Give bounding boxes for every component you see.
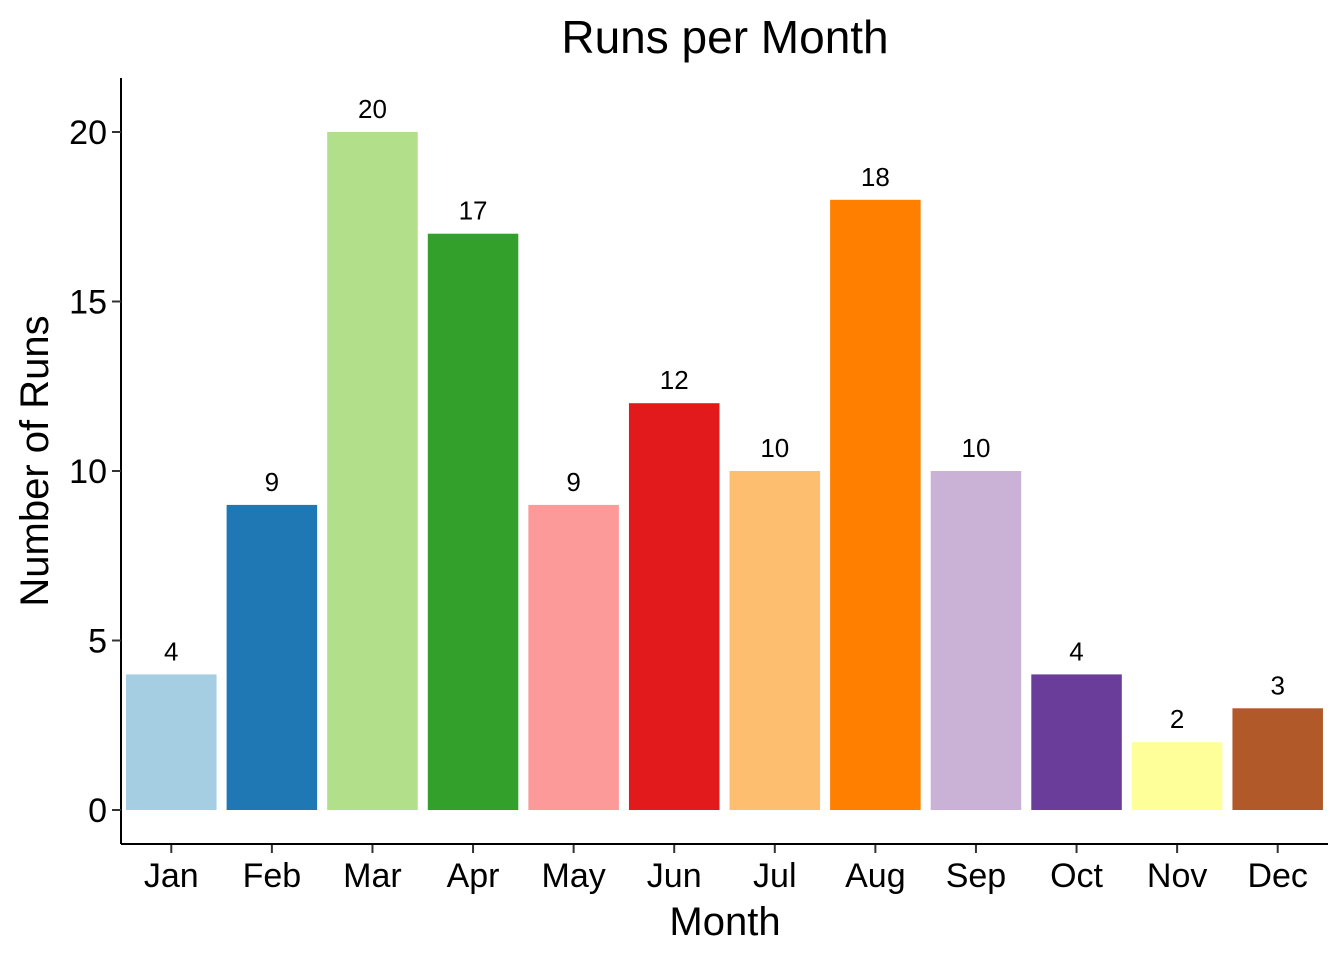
bar-feb	[226, 504, 318, 810]
y-axis: 0 5 10 15 20	[69, 78, 122, 844]
x-tick-label-may: May	[542, 857, 606, 895]
x-tick-label-oct: Oct	[1050, 857, 1103, 895]
x-tick-label-jun: Jun	[647, 857, 702, 895]
y-tick-label-5: 5	[88, 623, 107, 661]
data-labels-group: 4 9 20 17 9 12 10 18 10 4 2 3	[164, 94, 1285, 734]
bar-oct	[1031, 674, 1122, 810]
x-axis: Jan Feb Mar Apr May Jun Jul Aug Sep Oct Nov Dec	[121, 843, 1328, 895]
data-label-jan: 4	[164, 636, 178, 666]
y-tick-label-15: 15	[69, 284, 107, 322]
data-label-jul: 10	[760, 433, 789, 463]
bar-dec	[1232, 708, 1323, 810]
bar-jan	[126, 674, 217, 810]
x-tick-label-jan: Jan	[144, 857, 199, 895]
y-tick-label-10: 10	[69, 453, 107, 491]
bar-mar	[327, 132, 418, 810]
x-axis-title: Month	[669, 900, 780, 944]
x-tick-label-apr: Apr	[447, 857, 500, 895]
data-label-feb: 9	[265, 467, 279, 497]
data-label-sep: 10	[961, 433, 990, 463]
y-tick-label-0: 0	[88, 792, 107, 830]
data-label-may: 9	[566, 467, 580, 497]
bar-may	[528, 504, 619, 810]
x-tick-label-feb: Feb	[243, 857, 302, 895]
bars-group	[126, 132, 1323, 811]
x-tick-label-aug: Aug	[845, 857, 906, 895]
x-tick-label-dec: Dec	[1247, 857, 1307, 895]
data-label-mar: 20	[358, 94, 387, 124]
data-label-apr: 17	[459, 196, 488, 226]
y-axis-title: Number of Runs	[13, 315, 57, 606]
data-label-aug: 18	[861, 162, 890, 192]
data-label-jun: 12	[660, 365, 689, 395]
x-tick-label-mar: Mar	[343, 857, 402, 895]
y-tick-label-20: 20	[69, 114, 107, 152]
bar-nov	[1131, 742, 1223, 810]
bar-sep	[930, 471, 1022, 810]
bar-aug	[830, 199, 921, 811]
x-tick-label-jul: Jul	[753, 857, 796, 895]
chart-title: Runs per Month	[561, 11, 888, 63]
bar-jul	[729, 471, 821, 810]
data-label-oct: 4	[1069, 636, 1083, 666]
bar-jun	[628, 403, 720, 810]
data-label-nov: 2	[1170, 704, 1184, 734]
bar-apr	[427, 233, 519, 810]
x-tick-label-nov: Nov	[1147, 857, 1207, 895]
x-tick-label-sep: Sep	[946, 857, 1007, 895]
data-label-dec: 3	[1270, 670, 1284, 700]
